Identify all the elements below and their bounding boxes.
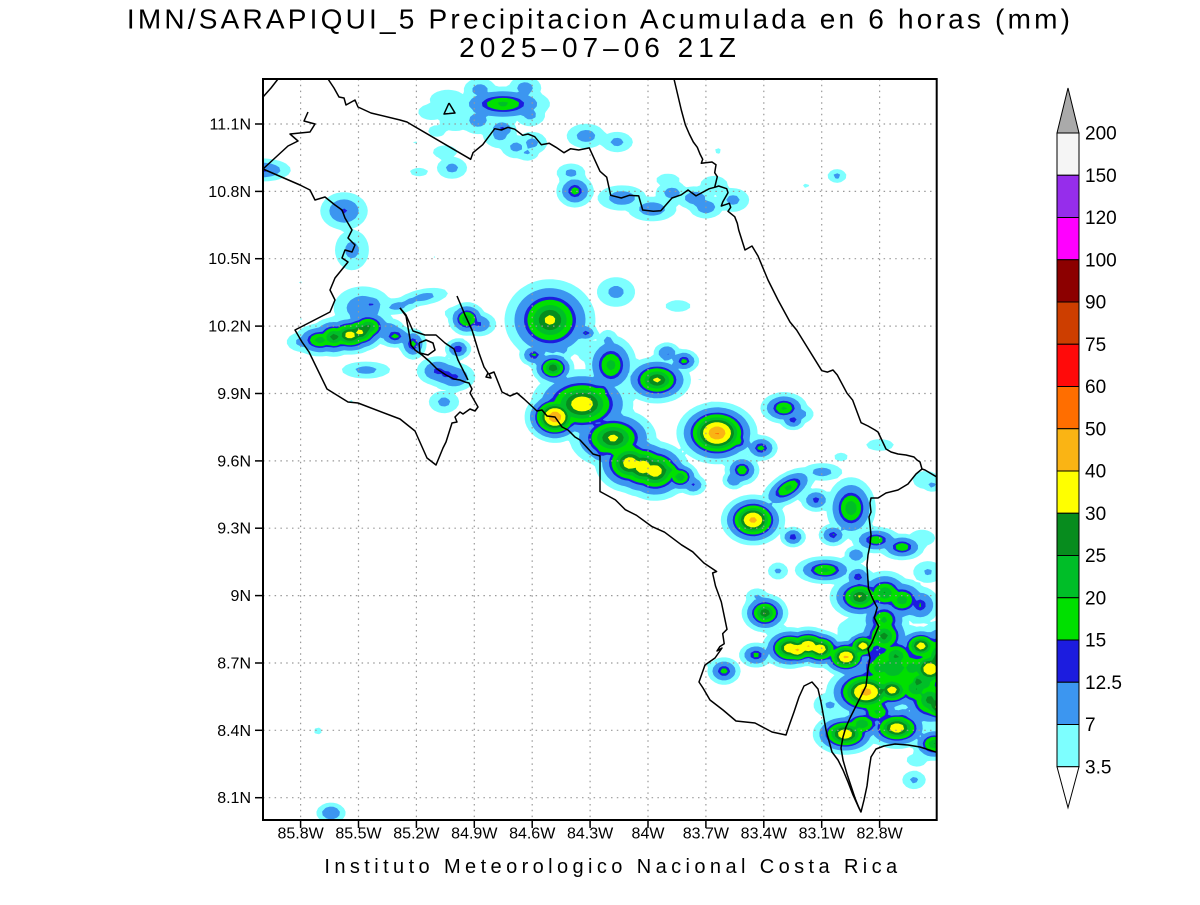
svg-text:9.9N: 9.9N (217, 386, 251, 403)
svg-text:75: 75 (1085, 335, 1106, 356)
svg-text:10.2N: 10.2N (208, 319, 251, 336)
svg-text:40: 40 (1085, 462, 1106, 483)
svg-text:84.3W: 84.3W (567, 826, 614, 843)
svg-text:83.4W: 83.4W (741, 826, 788, 843)
svg-text:84.6W: 84.6W (509, 826, 556, 843)
svg-text:85.5W: 85.5W (335, 826, 382, 843)
svg-text:10.8N: 10.8N (208, 184, 251, 201)
svg-text:Instituto Meteorologico Nacion: Instituto Meteorologico Nacional Costa R… (324, 856, 901, 878)
svg-text:90: 90 (1085, 293, 1106, 314)
svg-text:85.2W: 85.2W (393, 826, 440, 843)
svg-text:9N: 9N (231, 588, 251, 605)
svg-text:60: 60 (1085, 377, 1106, 398)
svg-text:30: 30 (1085, 504, 1106, 525)
svg-text:85.8W: 85.8W (277, 826, 324, 843)
svg-text:9.3N: 9.3N (217, 521, 251, 538)
svg-text:8.7N: 8.7N (217, 656, 251, 673)
svg-text:3.5: 3.5 (1085, 757, 1111, 778)
svg-text:83.7W: 83.7W (683, 826, 730, 843)
svg-text:7: 7 (1085, 715, 1096, 736)
svg-text:IMN/SARAPIQUI_5 Precipitacion: IMN/SARAPIQUI_5 Precipitacion Acumulada … (127, 4, 1073, 35)
svg-text:200: 200 (1085, 124, 1117, 145)
svg-text:8.4N: 8.4N (217, 723, 251, 740)
svg-text:2025–07–06 21Z: 2025–07–06 21Z (459, 32, 741, 63)
svg-text:25: 25 (1085, 546, 1106, 567)
svg-text:12.5: 12.5 (1085, 673, 1122, 694)
svg-text:11.1N: 11.1N (209, 117, 251, 134)
svg-text:50: 50 (1085, 419, 1106, 440)
svg-text:8.1N: 8.1N (217, 790, 251, 807)
svg-text:10.5N: 10.5N (208, 251, 251, 268)
svg-text:82.8W: 82.8W (856, 826, 903, 843)
svg-text:9.6N: 9.6N (217, 453, 251, 470)
svg-text:100: 100 (1085, 250, 1117, 271)
svg-text:84.9W: 84.9W (451, 826, 498, 843)
svg-text:15: 15 (1085, 631, 1106, 652)
svg-text:84W: 84W (632, 826, 666, 843)
svg-text:83.1W: 83.1W (799, 826, 846, 843)
svg-text:120: 120 (1085, 208, 1117, 229)
svg-text:150: 150 (1085, 166, 1117, 187)
svg-text:20: 20 (1085, 588, 1106, 609)
